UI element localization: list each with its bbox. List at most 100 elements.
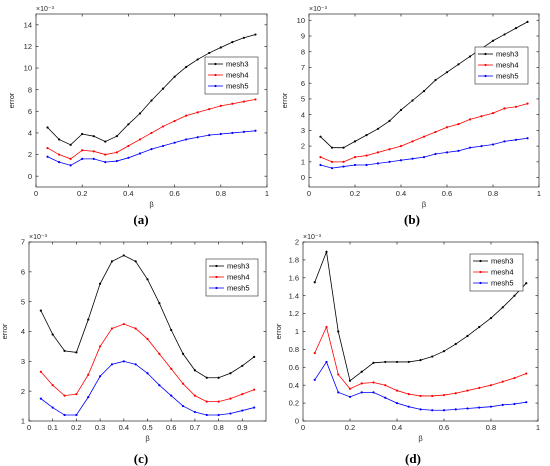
y-tick-label: 3	[301, 126, 305, 135]
data-point-mesh4	[514, 105, 518, 108]
x-tick-label: 0.8	[486, 423, 496, 432]
legend-label-mesh4: mesh4	[227, 273, 250, 282]
data-point-mesh3	[39, 309, 42, 312]
y-tick-label: 1	[295, 327, 299, 336]
data-point-mesh5	[419, 408, 422, 411]
data-point-mesh3	[87, 318, 90, 321]
y-tick-label: 7	[301, 63, 305, 72]
data-point-mesh3	[217, 376, 220, 379]
data-point-mesh5	[196, 136, 199, 139]
data-point-mesh5	[122, 360, 125, 363]
data-point-mesh4	[150, 131, 153, 135]
data-point-mesh3	[419, 359, 422, 362]
data-point-mesh4	[46, 146, 49, 150]
data-point-mesh5	[173, 141, 176, 144]
data-point-mesh4	[442, 393, 446, 397]
y-tick-label: 1.8	[289, 256, 299, 265]
y-tick-label: 1	[21, 417, 25, 426]
data-point-mesh5	[87, 396, 90, 399]
data-point-mesh4	[468, 118, 472, 121]
legend	[469, 253, 524, 292]
data-point-mesh5	[319, 163, 322, 167]
x-tick-label: 0.2	[350, 189, 360, 198]
data-point-mesh3	[395, 360, 399, 364]
y-tick-label: 0.6	[289, 363, 299, 372]
data-point-mesh4	[51, 384, 54, 387]
data-point-mesh5	[181, 404, 185, 408]
data-point-mesh3	[434, 78, 437, 82]
y-axis-exponent: ×10⁻³	[36, 6, 55, 13]
data-point-mesh3	[442, 350, 446, 353]
x-tick-label: 0.4	[123, 189, 133, 198]
y-tick-label: 1.6	[289, 273, 299, 282]
data-point-mesh5	[127, 156, 130, 159]
data-point-mesh4	[229, 397, 232, 400]
y-tick-label: 0	[301, 173, 305, 182]
data-point-mesh3	[150, 99, 153, 102]
data-point-mesh5	[81, 157, 84, 160]
legend-label-mesh3: mesh3	[226, 60, 249, 69]
legend-label-mesh4: mesh4	[226, 71, 249, 80]
y-tick-label: 7	[21, 238, 25, 247]
y-axis-exponent: ×10⁻³	[309, 6, 328, 13]
y-tick-label: 0	[28, 172, 32, 181]
data-point-mesh4	[434, 130, 437, 134]
x-tick-label: 1	[265, 189, 269, 198]
x-tick-label: 1	[537, 189, 541, 198]
legend-marker-mesh5	[484, 74, 487, 78]
data-point-mesh5	[503, 140, 506, 143]
data-point-mesh5	[205, 413, 208, 417]
legend	[204, 56, 259, 95]
data-point-mesh5	[219, 132, 222, 136]
data-point-mesh3	[348, 379, 352, 382]
data-point-mesh3	[399, 108, 403, 112]
data-point-mesh3	[337, 330, 340, 333]
data-point-mesh5	[134, 363, 137, 366]
data-point-mesh4	[193, 394, 196, 397]
data-point-mesh4	[134, 327, 137, 330]
legend-label-mesh3: mesh3	[496, 50, 519, 59]
data-point-mesh4	[360, 382, 363, 385]
data-point-mesh3	[330, 146, 334, 149]
data-point-mesh3	[181, 352, 185, 355]
data-point-mesh3	[457, 63, 460, 66]
x-tick-label: 0.2	[77, 189, 87, 198]
panel-caption: (c)	[134, 451, 148, 466]
data-point-mesh5	[525, 401, 528, 404]
data-point-mesh4	[353, 156, 357, 159]
x-tick-label: 1	[536, 423, 540, 432]
data-point-mesh3	[254, 33, 257, 36]
legend-marker-mesh4	[214, 73, 217, 77]
data-point-mesh4	[231, 102, 234, 105]
legend-label-mesh4: mesh4	[496, 61, 519, 70]
y-tick-label: 8	[301, 47, 305, 56]
data-point-mesh3	[229, 372, 232, 375]
y-tick-label: 0	[295, 417, 299, 426]
data-point-mesh3	[58, 138, 61, 141]
y-tick-label: 6	[21, 267, 25, 276]
data-point-mesh4	[454, 392, 457, 395]
data-point-mesh3	[525, 282, 528, 285]
data-point-mesh3	[325, 250, 328, 253]
y-tick-label: 6	[28, 107, 32, 116]
data-point-mesh5	[58, 161, 61, 164]
data-point-mesh5	[454, 408, 457, 411]
data-point-mesh3	[193, 369, 196, 372]
data-point-mesh3	[134, 260, 137, 263]
y-tick-label: 10	[297, 16, 305, 25]
data-point-mesh3	[501, 306, 504, 309]
data-point-mesh3	[411, 99, 414, 102]
data-point-mesh4	[503, 107, 506, 110]
data-point-mesh3	[92, 135, 95, 138]
data-point-mesh4	[422, 135, 426, 138]
data-point-mesh5	[399, 159, 403, 162]
y-tick-label: 0.4	[289, 381, 299, 390]
legend-marker-mesh5	[479, 281, 482, 285]
data-point-mesh3	[313, 281, 316, 284]
y-axis-exponent: ×10⁻³	[29, 234, 48, 241]
data-point-mesh5	[63, 413, 66, 417]
y-tick-label: 4	[21, 327, 25, 336]
x-tick-label: 0.2	[345, 423, 355, 432]
data-point-mesh4	[526, 102, 529, 105]
chart-panel-2: 0 0.2 0.4 0.6 0.8 1012345678910×10⁻³βerrormes…	[280, 6, 541, 227]
